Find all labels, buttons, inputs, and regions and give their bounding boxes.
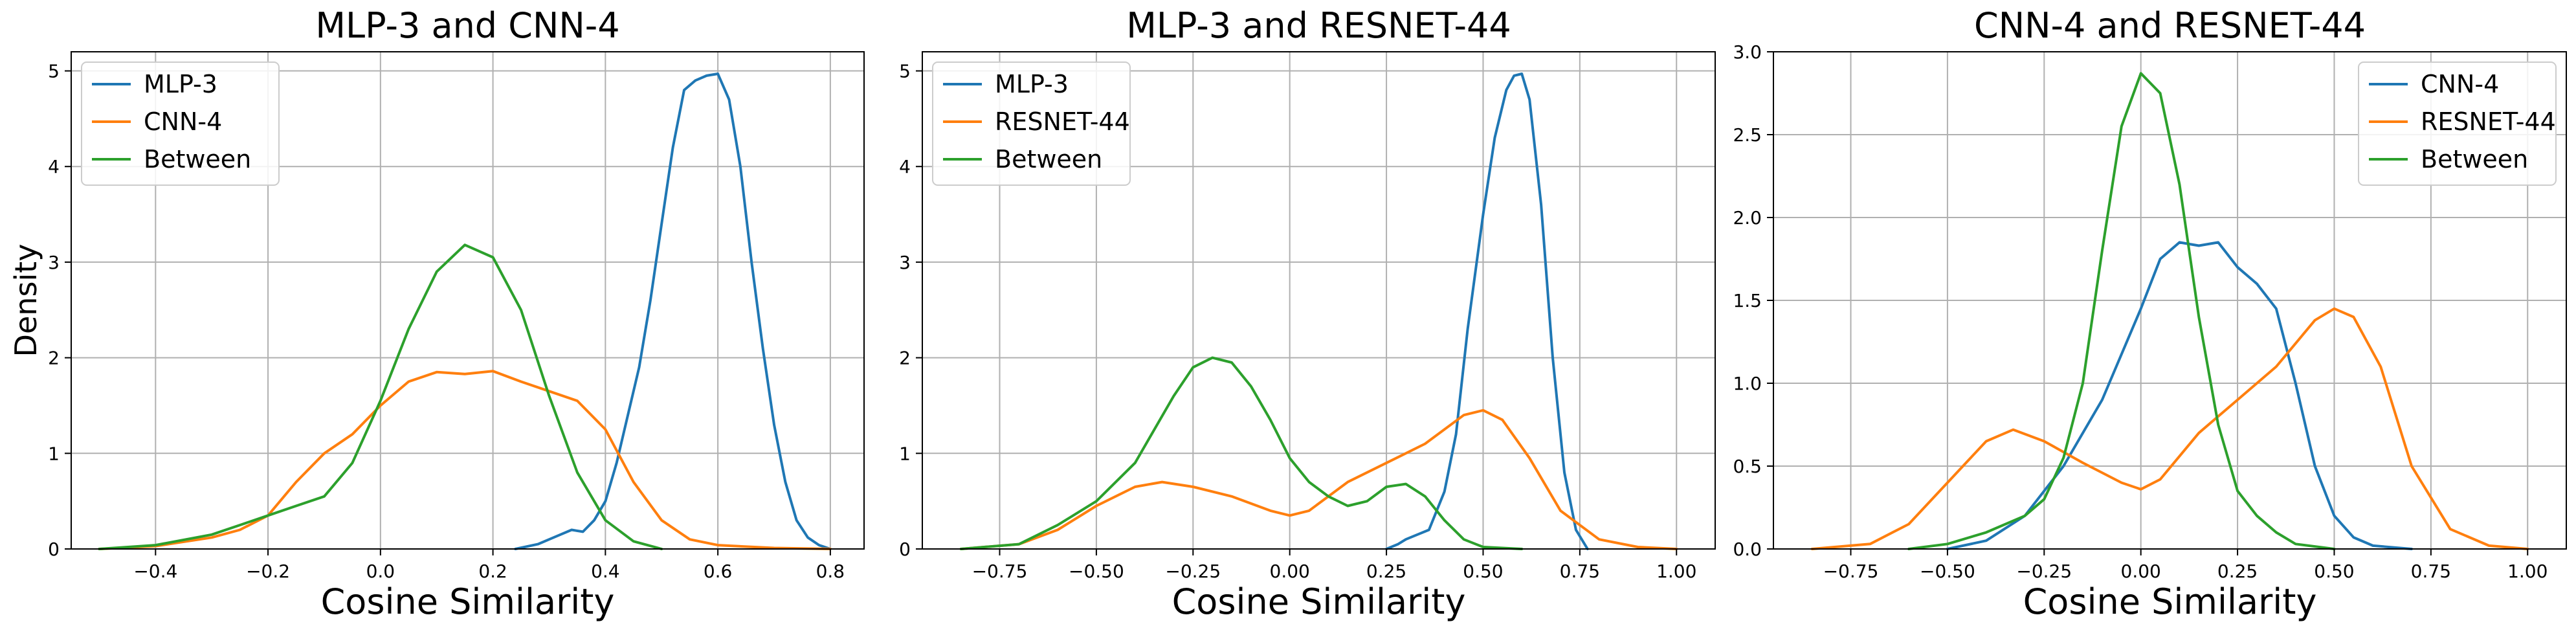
y-tick-label: 0 [48, 539, 60, 560]
x-tick-label: −0.50 [1069, 561, 1124, 582]
x-tick-label: 0.6 [704, 561, 733, 582]
series-line-between [1907, 72, 2336, 550]
y-tick-label: 3 [899, 252, 911, 273]
series-line-cnn-4 [1946, 241, 2413, 550]
series-line-mlp-3 [1385, 73, 1589, 550]
legend-label: RESNET-44 [995, 107, 1130, 136]
chart-panel-2: −0.75 −0.50 −0.25 0.00 0.25 0.50 0.75 1.00 0 1 2 3 4… [899, 5, 1716, 622]
chart-title: CNN-4 and RESNET-44 [1974, 5, 2366, 46]
x-tick-label: 0.50 [2314, 561, 2354, 582]
y-tick-label: 1.0 [1733, 373, 1762, 394]
series-line-resnet-44 [959, 408, 1678, 550]
y-tick-label: 2.5 [1733, 124, 1762, 146]
y-tick-label: 1 [48, 443, 60, 464]
y-tick-label: 4 [48, 156, 60, 177]
chart-title: MLP-3 and CNN-4 [315, 5, 619, 46]
legend-label: Between [144, 145, 251, 173]
legend: MLP-3 RESNET-44 Between [932, 61, 1131, 186]
legend-label: RESNET-44 [2421, 107, 2556, 136]
legend-label: MLP-3 [995, 70, 1069, 98]
y-tick-label: 1.5 [1733, 290, 1762, 311]
legend-label: Between [995, 145, 1102, 173]
legend-box [932, 61, 1131, 186]
series-line-mlp-3 [514, 73, 832, 550]
y-tick-label: 2.0 [1733, 207, 1762, 229]
x-tick-label: 0.00 [1270, 561, 1310, 582]
legend-label: MLP-3 [144, 70, 217, 98]
y-axis-label: Density [8, 244, 43, 357]
y-tick-label: 1 [899, 443, 911, 464]
series-line-between [959, 356, 1524, 550]
x-tick-label: −0.75 [1823, 561, 1879, 582]
x-tick-label: −0.25 [2016, 561, 2072, 582]
y-tick-label: 4 [899, 156, 911, 177]
x-tick-label: 0.0 [366, 561, 395, 582]
x-tick-label: 0.2 [478, 561, 507, 582]
legend-label: Between [2421, 145, 2528, 173]
x-tick-label: 0.8 [816, 561, 845, 582]
x-tick-label: −0.2 [246, 561, 290, 582]
chart-title: MLP-3 and RESNET-44 [1126, 5, 1511, 46]
legend-label: CNN-4 [144, 107, 222, 136]
legend-box [2358, 61, 2557, 186]
x-tick-label: 1.00 [2507, 561, 2548, 582]
series-line-between [98, 243, 663, 550]
x-tick-label: 0.00 [2121, 561, 2161, 582]
x-tick-label: 1.00 [1656, 561, 1696, 582]
x-tick-label: 0.75 [2411, 561, 2451, 582]
plot-frame [922, 51, 1716, 550]
legend-label: CNN-4 [2421, 70, 2499, 98]
x-tick-label: 0.4 [591, 561, 620, 582]
y-tick-label: 3 [48, 252, 60, 273]
x-axis-label: Cosine Similarity [1172, 581, 1466, 622]
legend-box [81, 61, 280, 186]
y-tick-label: 2 [48, 348, 60, 369]
x-tick-label: 0.25 [1366, 561, 1406, 582]
series-line-resnet-44 [1810, 307, 2529, 550]
y-tick-label: 0.0 [1733, 539, 1762, 560]
y-tick-label: 5 [48, 61, 60, 82]
x-tick-label: 0.25 [2217, 561, 2258, 582]
x-axis-label: Cosine Similarity [321, 581, 615, 622]
x-tick-label: −0.50 [1920, 561, 1975, 582]
x-tick-label: −0.4 [133, 561, 177, 582]
x-tick-label: −0.25 [1165, 561, 1221, 582]
plot-frame [71, 51, 865, 550]
chart-panel-1: −0.4 −0.2 0.0 0.2 0.4 0.6 0.8 0 1 2 3 4 5 MLP-3 and C… [8, 5, 865, 622]
y-tick-label: 3.0 [1733, 41, 1762, 63]
y-tick-label: 5 [899, 61, 911, 82]
legend: MLP-3 CNN-4 Between [81, 61, 280, 186]
x-tick-label: 0.75 [1560, 561, 1600, 582]
series-line-cnn-4 [98, 370, 832, 550]
y-tick-label: 2 [899, 348, 911, 369]
chart-panel-3: −0.75 −0.50 −0.25 0.00 0.25 0.50 0.75 1.00 0.0 0.… [1733, 5, 2567, 622]
y-tick-label: 0.5 [1733, 456, 1762, 477]
x-tick-label: 0.50 [1463, 561, 1503, 582]
x-axis-label: Cosine Similarity [2023, 581, 2317, 622]
y-tick-label: 0 [899, 539, 911, 560]
x-tick-label: −0.75 [972, 561, 1028, 582]
legend: CNN-4 RESNET-44 Between [2358, 61, 2557, 186]
